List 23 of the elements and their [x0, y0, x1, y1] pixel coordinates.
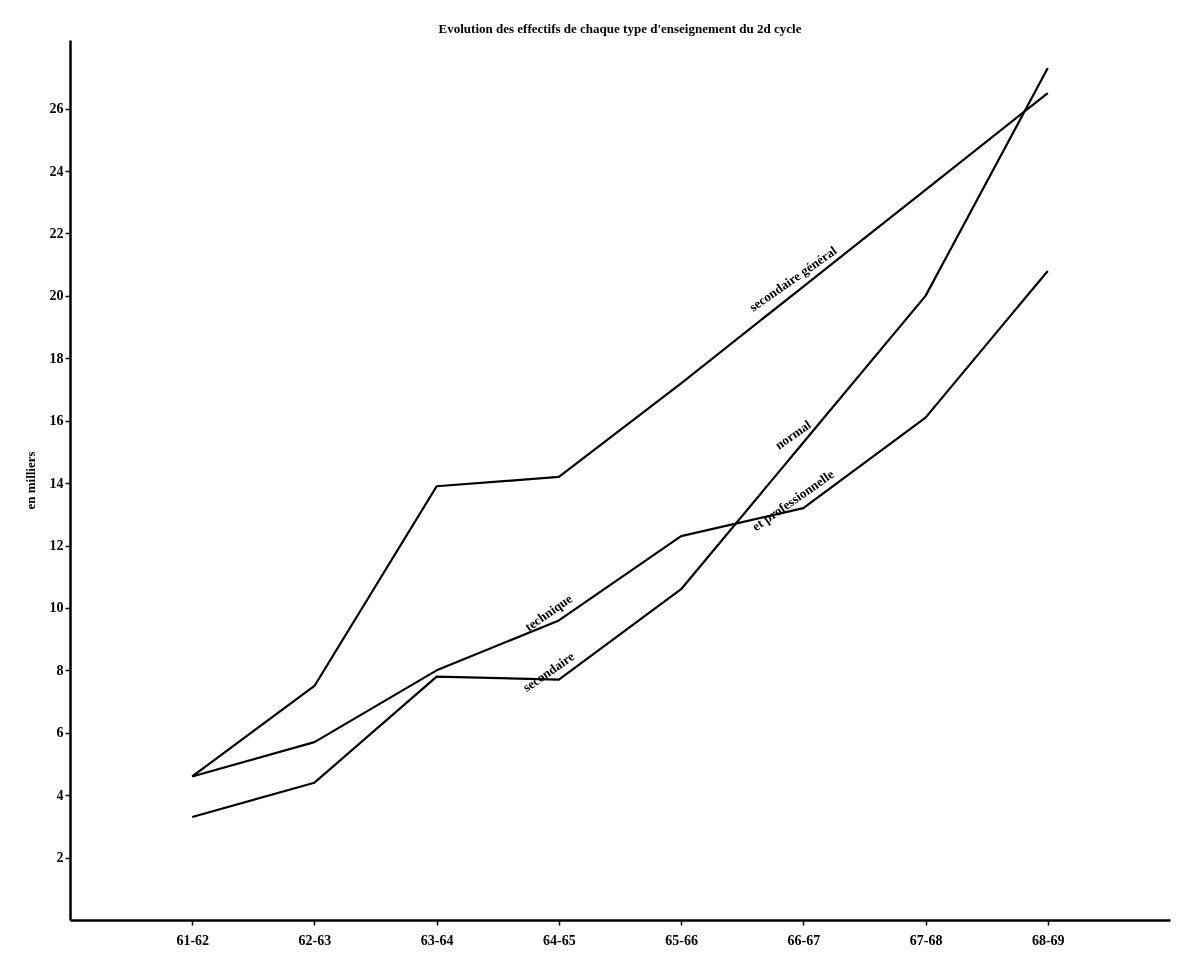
- y-tick-label: 14: [49, 475, 64, 491]
- y-tick-label: 16: [49, 413, 64, 429]
- x-tick-label: 62-63: [298, 932, 332, 948]
- x-tick-label: 61-62: [176, 932, 210, 948]
- y-tick-label: 2: [56, 850, 64, 866]
- x-tick-label: 68-69: [1031, 932, 1065, 948]
- y-tick-label: 18: [49, 350, 64, 366]
- y-tick-label: 24: [49, 163, 64, 179]
- y-tick-label: 4: [56, 787, 64, 803]
- y-tick-label: 22: [49, 225, 64, 241]
- y-tick-label: 6: [56, 725, 64, 741]
- y-axis-title: en milliers: [22, 451, 38, 510]
- y-tick-label: 26: [49, 101, 64, 117]
- x-tick-label: 65-66: [665, 932, 698, 948]
- y-tick-label: 8: [56, 662, 64, 678]
- x-tick-label: 66-67: [787, 932, 821, 948]
- y-tick-label: 10: [49, 600, 64, 616]
- x-tick-label: 63-64: [420, 932, 454, 948]
- chart-title: Evolution des effectifs de chaque type d'enseignement du 2d cycle: [438, 21, 802, 36]
- x-tick-label: 67-68: [909, 932, 943, 948]
- x-tick-label: 64-65: [543, 932, 576, 948]
- y-tick-label: 20: [49, 288, 64, 304]
- y-tick-label: 12: [49, 538, 64, 554]
